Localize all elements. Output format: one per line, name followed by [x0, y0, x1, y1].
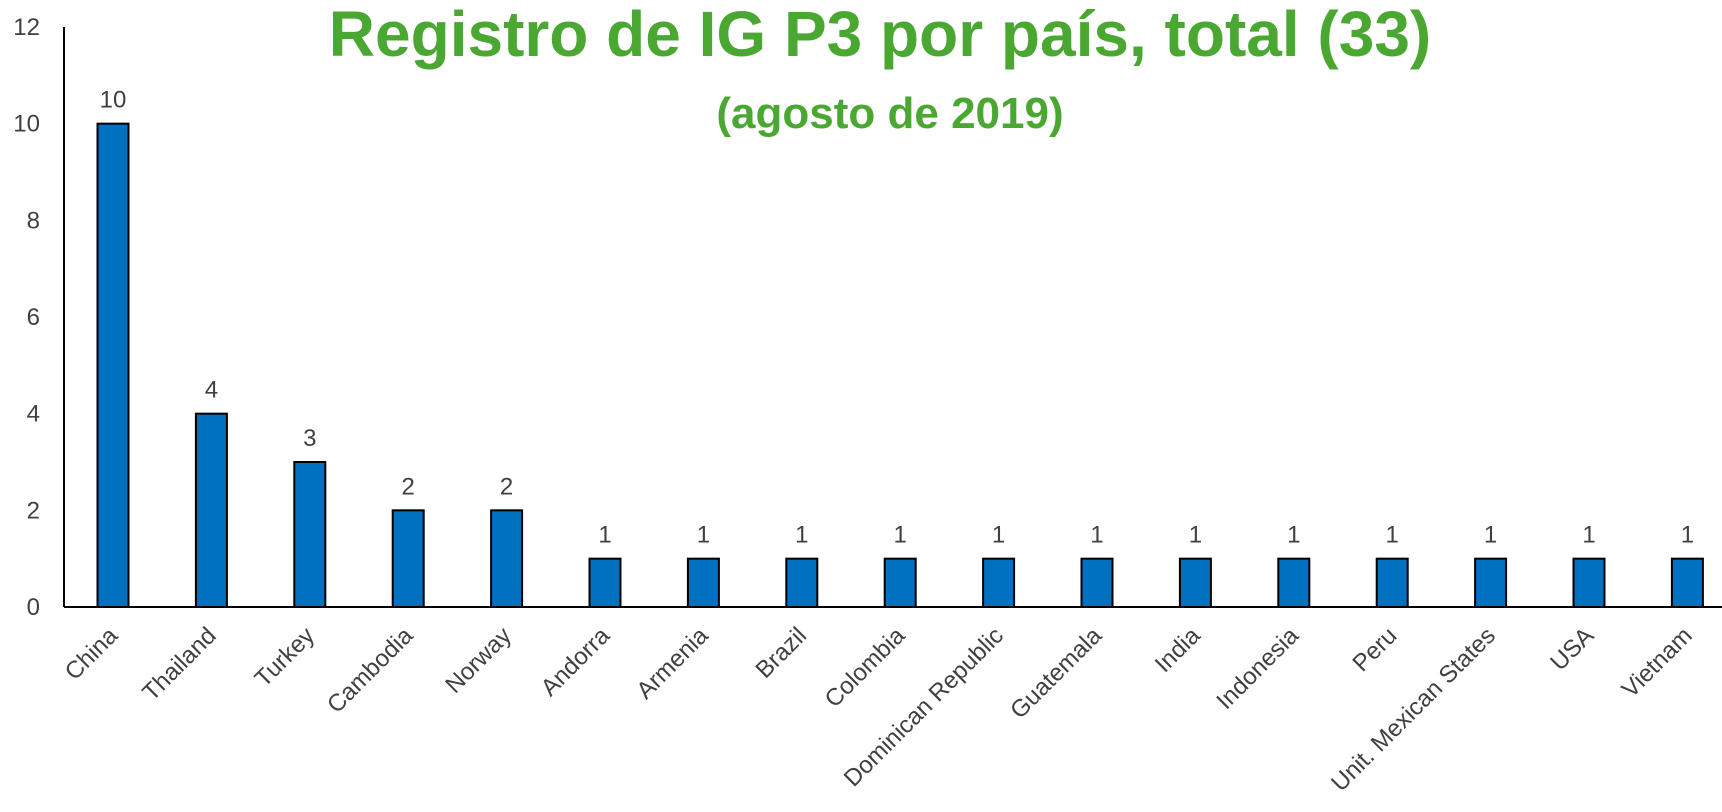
x-tick-label: Cambodia	[322, 622, 419, 719]
data-label: 3	[303, 425, 316, 452]
data-label: 1	[894, 522, 907, 549]
data-label: 1	[1287, 522, 1300, 549]
data-label: 10	[100, 87, 127, 114]
x-tick-label: Colombia	[820, 622, 911, 713]
x-tick-label: Turkey	[250, 622, 320, 692]
x-tick-label: Vietnam	[1617, 622, 1698, 703]
x-tick-label: Andorra	[536, 622, 616, 702]
x-tick-label: Unit. Mexican States	[1326, 622, 1501, 797]
bar	[194, 412, 228, 608]
x-tick-label: Thailand	[137, 622, 221, 706]
bar	[1572, 557, 1606, 609]
data-label: 2	[500, 473, 513, 500]
x-tick-label: India	[1150, 622, 1206, 678]
x-tick-label: Dominican Republic	[839, 622, 1009, 792]
data-label: 2	[402, 473, 415, 500]
y-tick-label: 0	[27, 594, 40, 621]
bar	[686, 557, 720, 609]
x-tick-label: Peru	[1347, 622, 1402, 677]
y-tick-label: 8	[27, 207, 40, 234]
bar	[1670, 557, 1704, 609]
y-tick-label: 12	[13, 14, 40, 41]
bar	[883, 557, 917, 609]
y-tick-label: 6	[27, 304, 40, 331]
bar	[490, 509, 524, 609]
x-tick-label: Armenia	[631, 622, 714, 705]
y-tick-label: 10	[13, 111, 40, 138]
bar	[982, 557, 1016, 609]
bar	[96, 122, 130, 609]
x-tick-label: USA	[1545, 622, 1599, 676]
x-tick-label: Brazil	[751, 622, 813, 684]
bar	[1474, 557, 1508, 609]
x-tick-label: Indonesia	[1211, 622, 1304, 715]
y-tick-label: 4	[27, 401, 40, 428]
x-tick-label: Norway	[440, 622, 517, 699]
bar	[1375, 557, 1409, 609]
data-label: 1	[697, 522, 710, 549]
bar	[588, 557, 622, 609]
data-label: 1	[1386, 522, 1399, 549]
bar	[785, 557, 819, 609]
chart-title: Registro de IG P3 por país, total (33)	[329, 0, 1431, 70]
y-tick-label: 2	[27, 497, 40, 524]
bar	[391, 509, 425, 609]
x-tick-label: Guatemala	[1005, 622, 1108, 725]
data-label: 1	[1189, 522, 1202, 549]
data-label: 1	[1484, 522, 1497, 549]
chart-subtitle: (agosto de 2019)	[716, 89, 1063, 138]
bar	[1178, 557, 1212, 609]
data-label: 1	[795, 522, 808, 549]
x-tick-label: China	[60, 622, 124, 686]
bar	[1080, 557, 1114, 609]
data-label: 1	[1090, 522, 1103, 549]
data-label: 4	[205, 377, 218, 404]
data-label: 1	[598, 522, 611, 549]
bar	[1277, 557, 1311, 609]
bar	[293, 461, 327, 608]
data-label: 1	[1681, 522, 1694, 549]
data-label: 1	[992, 522, 1005, 549]
data-label: 1	[1582, 522, 1595, 549]
